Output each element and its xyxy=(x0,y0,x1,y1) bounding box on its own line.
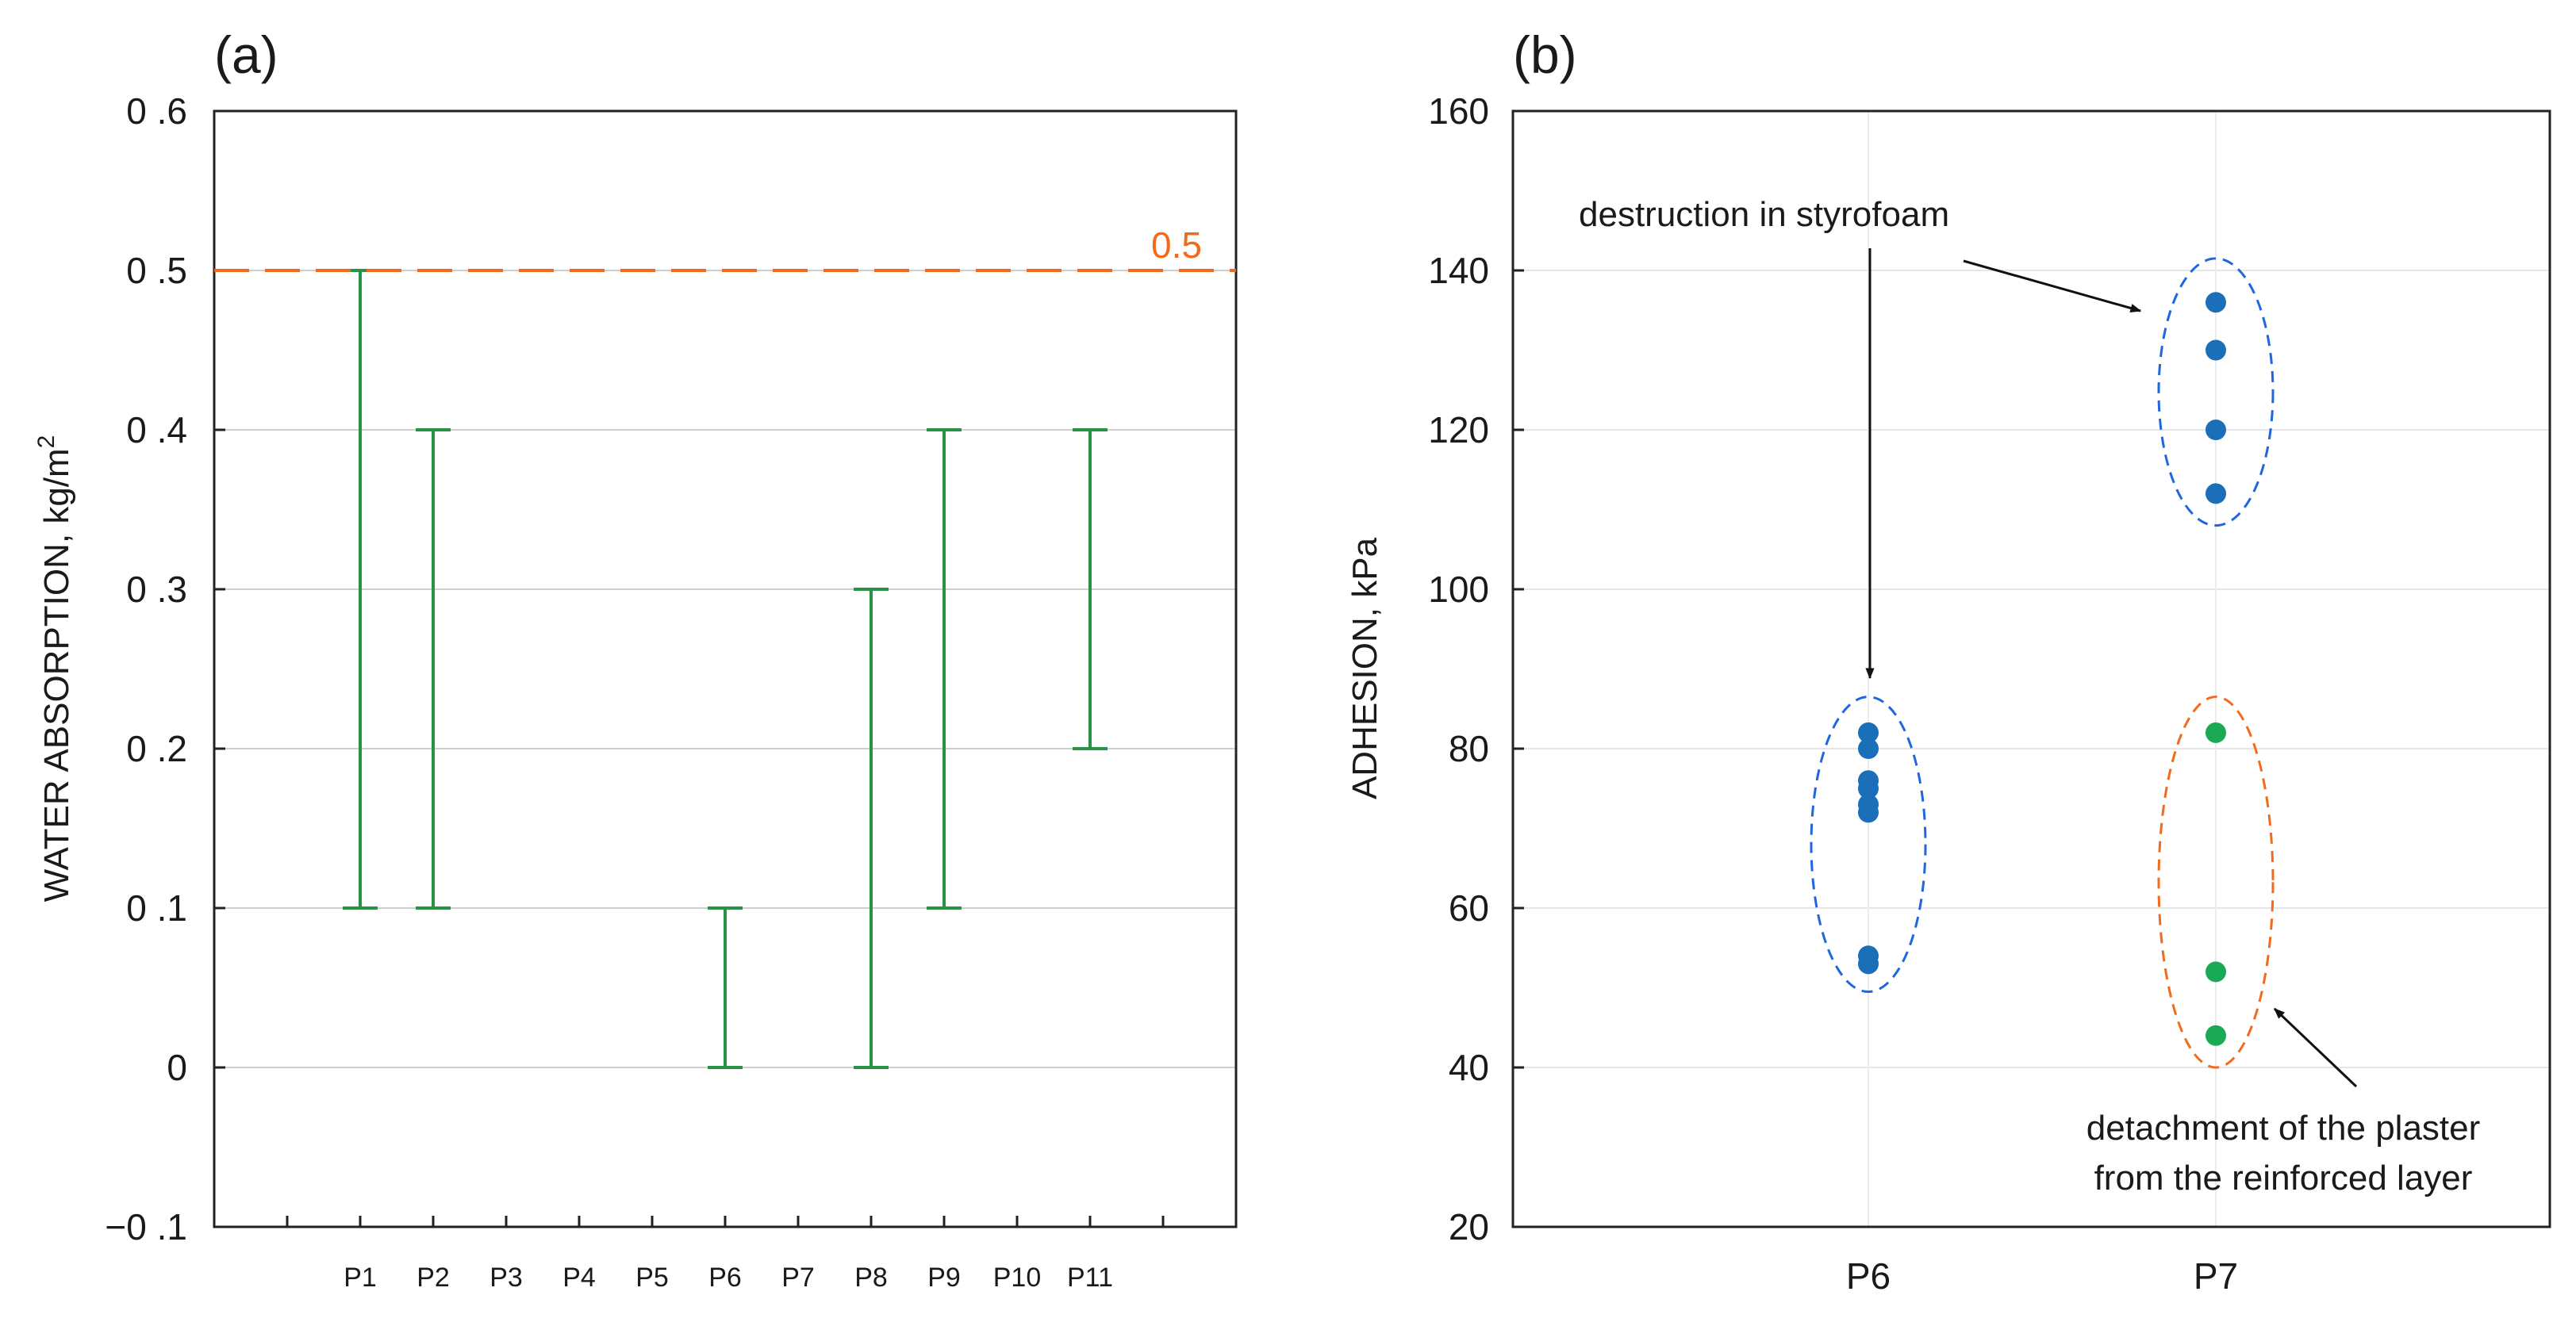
range-P11 xyxy=(1073,428,1108,750)
panel-a-y-tick-marks xyxy=(214,109,225,1228)
annotation-detachment-line2: from the reinforced layer xyxy=(2094,1159,2473,1198)
point-s1-2 xyxy=(2206,1025,2226,1046)
range-P2 xyxy=(416,428,451,910)
y-tick-label-b-1: 40 xyxy=(1449,1047,1489,1088)
point-s0-9 xyxy=(2206,339,2226,361)
y-tick-label-a-3: 0 .2 xyxy=(126,728,187,769)
point-s0-7 xyxy=(1858,953,1879,975)
x-tick-label-P7: P7 xyxy=(781,1263,815,1293)
group-ellipse-1 xyxy=(2157,257,2275,527)
panel-a-x-ticks xyxy=(286,1216,1165,1227)
y-tick-label-a-6: 0 .5 xyxy=(126,250,187,291)
x-tick-label-P5: P5 xyxy=(635,1263,669,1293)
panel-a-x-tick-labels: P1 P2 P3 P4 P5 P6 P7 P8 P9 P10 P11 xyxy=(344,1263,1113,1293)
panel-b: (b) 20 40 60 80 100 120 140 160 P6 P7 ADHESION, … xyxy=(1346,25,2551,1297)
panel-a-label: (a) xyxy=(214,25,278,84)
y-tick-label-a-2: 0 .1 xyxy=(126,887,187,929)
x-tick-label-P8: P8 xyxy=(854,1263,888,1293)
panel-b-label: (b) xyxy=(1513,25,1577,84)
x-tick-label-P11: P11 xyxy=(1067,1263,1113,1293)
point-s0-1 xyxy=(1858,738,1879,759)
x-tick-label-P4: P4 xyxy=(562,1263,596,1293)
panel-b-gridlines xyxy=(1513,111,2550,1227)
x-tick-label-P2: P2 xyxy=(417,1263,450,1293)
panel-b-group-ellipses xyxy=(1810,257,2275,1069)
point-s1-0 xyxy=(2206,722,2226,743)
panel-a-ranges xyxy=(343,269,1108,1069)
panel-b-y-tick-marks xyxy=(1513,109,1524,1228)
point-s0-5 xyxy=(1858,802,1879,823)
y-tick-label-a-5: 0 .4 xyxy=(126,409,187,450)
group-ellipse-2 xyxy=(2157,696,2275,1069)
panel-b-y-tick-labels: 20 40 60 80 100 120 140 160 xyxy=(1428,90,1489,1247)
point-s0-10 xyxy=(2206,420,2226,440)
panel-b-y-axis-title: ADHESION, kPa xyxy=(1346,537,1384,799)
point-s0-0 xyxy=(1858,722,1879,743)
panel-b-x-tick-labels: P6 P7 xyxy=(1846,1255,2238,1297)
annotation-detachment-line1: detachment of the plaster xyxy=(2087,1109,2481,1148)
group-ellipse-0 xyxy=(1810,696,1927,994)
y-tick-label-a-7: 0 .6 xyxy=(126,90,187,132)
x-tick-label-P6: P6 xyxy=(1846,1255,1891,1297)
reference-line-label: 0.5 xyxy=(1151,224,1202,266)
point-s0-8 xyxy=(2206,292,2226,313)
panel-b-points xyxy=(1858,292,2226,1046)
y-tick-label-b-7: 160 xyxy=(1428,90,1489,132)
x-tick-label-P3: P3 xyxy=(489,1263,523,1293)
range-P9 xyxy=(927,428,962,910)
panel-a-y-axis-title: WATER ABSORPTION, kg/m2 xyxy=(33,435,76,903)
point-s0-11 xyxy=(2206,483,2226,504)
panel-a-plot-frame xyxy=(213,109,1238,1228)
panel-a-y-axis-title-superscript: 2 xyxy=(33,435,60,449)
y-tick-label-b-5: 120 xyxy=(1428,409,1489,450)
y-tick-label-b-4: 100 xyxy=(1428,569,1489,610)
annotation-arrow-to-p7 xyxy=(1963,259,2142,312)
x-tick-label-P7: P7 xyxy=(2194,1255,2238,1297)
range-P8 xyxy=(854,588,889,1069)
y-tick-label-b-6: 140 xyxy=(1428,250,1489,291)
range-P6 xyxy=(708,906,743,1069)
point-s1-1 xyxy=(2206,961,2226,983)
panel-a-y-axis-title-main: WATER ABSORPTION, kg/m xyxy=(37,448,76,902)
annotation-destruction: destruction in styrofoam xyxy=(1579,195,1949,234)
y-tick-label-a-1: 0 xyxy=(167,1047,187,1088)
panel-b-plot-frame xyxy=(1511,109,2551,1228)
y-tick-label-b-3: 80 xyxy=(1449,728,1489,769)
x-tick-label-P6: P6 xyxy=(708,1263,742,1293)
y-tick-label-b-2: 60 xyxy=(1449,887,1489,929)
x-tick-label-P9: P9 xyxy=(927,1263,961,1293)
annotation-arrow-to-p7-green xyxy=(2273,1007,2358,1088)
point-s0-3 xyxy=(1858,778,1879,799)
y-tick-label-b-0: 20 xyxy=(1449,1206,1489,1247)
y-tick-label-a-4: 0 .3 xyxy=(126,569,187,610)
panel-a: (a) −0 .100 .10 .20 .30 .40 .50 .6 P1 P2 P… xyxy=(33,25,1238,1293)
x-tick-label-P10: P10 xyxy=(993,1263,1042,1293)
y-tick-label-a-0: −0 .1 xyxy=(105,1206,187,1247)
x-tick-label-P1: P1 xyxy=(344,1263,377,1293)
panel-a-y-tick-labels: −0 .1 0 0 .1 0 .2 0 .3 0 .4 0 .5 0 .6 xyxy=(105,90,187,1247)
